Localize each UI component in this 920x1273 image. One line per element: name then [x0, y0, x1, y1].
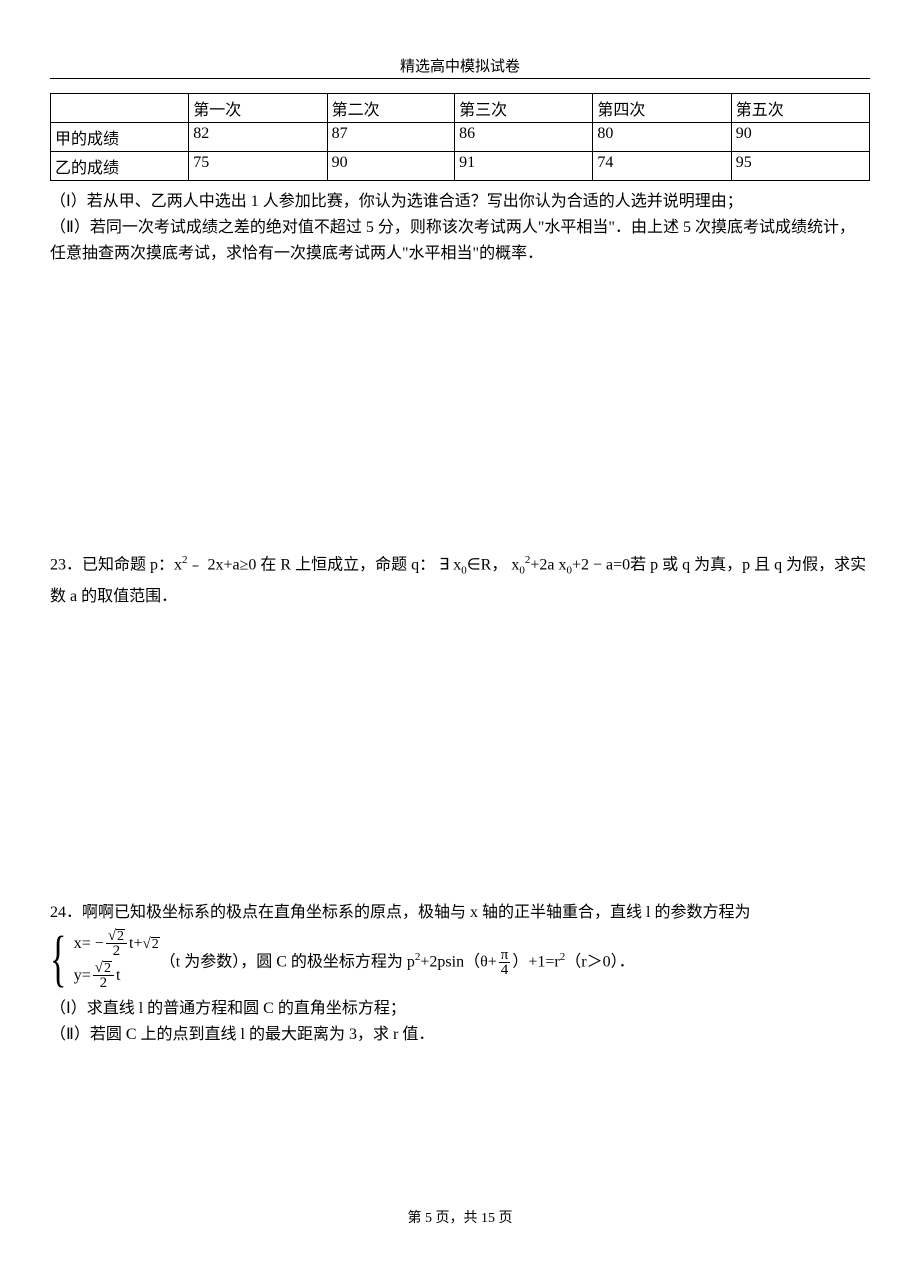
table-cell: 95: [731, 152, 869, 181]
table-cell: 第三次: [455, 94, 593, 123]
intro-line1: （Ⅰ）若从甲、乙两人中选出 1 人参加比赛，你认为选谁合适？写出你认为合适的人选…: [50, 189, 870, 215]
q24-text: （t 为参数），圆 C 的极坐标方程为 p: [160, 953, 415, 970]
q23-sub: 0: [519, 565, 525, 577]
fraction-pi4: π4: [499, 948, 511, 977]
question-24: 24．啊啊已知极坐标系的极点在直角坐标系的原点，极轴与 x 轴的正半轴重合，直线…: [50, 900, 870, 1048]
q23-text: 23．已知命题 p：x: [50, 556, 182, 573]
fraction: √2 2: [106, 929, 127, 958]
eq-y: y= √2 2 t: [74, 960, 160, 992]
fraction: √2 2: [93, 961, 114, 990]
table-cell: 80: [593, 123, 731, 152]
q24-part2: （Ⅱ）若圆 C 上的点到直线 l 的最大距离为 3，求 r 值．: [50, 1022, 870, 1048]
scores-table: 第一次 第二次 第三次 第四次 第五次 甲的成绩 82 87 86 80 90 …: [50, 93, 870, 181]
table-cell: 75: [189, 152, 327, 181]
q23-text: +2 − a=0: [572, 556, 630, 573]
q24-text: ）+1=r: [512, 953, 559, 970]
question-intro: （Ⅰ）若从甲、乙两人中选出 1 人参加比赛，你认为选谁合适？写出你认为合适的人选…: [50, 189, 870, 267]
q24-part1: （Ⅰ）求直线 l 的普通方程和圆 C 的直角坐标方程；: [50, 996, 870, 1022]
table-cell: 90: [327, 152, 455, 181]
footer-page: 5: [425, 1211, 432, 1226]
eq-text: x= −: [74, 935, 104, 953]
table-cell: 86: [455, 123, 593, 152]
table-cell: 第二次: [327, 94, 455, 123]
denominator: 2: [111, 944, 123, 958]
q23-text: +2a x: [530, 556, 566, 573]
table-cell: 90: [731, 123, 869, 152]
eq-text: y=: [74, 967, 91, 985]
q23-exists: ∃ x: [435, 556, 461, 573]
numerator: π: [499, 948, 511, 963]
header-title: 精选高中模拟试卷: [400, 59, 520, 75]
table-cell: 第五次: [731, 94, 869, 123]
page-header: 精选高中模拟试卷: [50, 55, 870, 76]
q24-line1: 24．啊啊已知极坐标系的极点在直角坐标系的原点，极轴与 x 轴的正半轴重合，直线…: [50, 900, 870, 926]
footer-text: 页，共: [432, 1211, 481, 1226]
table-cell: 第一次: [189, 94, 327, 123]
table-row: 第一次 第二次 第三次 第四次 第五次: [51, 94, 870, 123]
spacing: [50, 610, 870, 900]
footer-text: 第: [408, 1211, 426, 1226]
footer-text: 页: [495, 1211, 513, 1226]
sqrt: √2: [143, 937, 160, 951]
table-cell: 甲的成绩: [51, 123, 189, 152]
denominator: 2: [98, 976, 110, 990]
q24-text: +2psin（θ+: [420, 953, 496, 970]
eq-text: t: [116, 967, 120, 985]
table-cell: 91: [455, 152, 593, 181]
denominator: 4: [499, 963, 511, 977]
eq-text: t+: [129, 935, 142, 953]
equation-stack: x= − √2 2 t+ √2 y= √2 2: [74, 928, 160, 992]
sqrt: √2: [108, 929, 125, 943]
q23-text: ﹣ 2x+a≥0 在 R 上恒成立，命题 q：: [188, 556, 436, 573]
numerator: √2: [106, 929, 127, 944]
intro-line2: （Ⅱ）若同一次考试成绩之差的绝对值不超过 5 分，则称该次考试两人"水平相当"．…: [50, 215, 870, 267]
table-cell: [51, 94, 189, 123]
page-footer: 第 5 页，共 15 页: [0, 1207, 920, 1227]
left-brace: {: [50, 928, 66, 992]
question-23: 23．已知命题 p：x2﹣ 2x+a≥0 在 R 上恒成立，命题 q： ∃ x0…: [50, 547, 870, 610]
q23-text: ∈R， x: [467, 556, 520, 573]
footer-total: 15: [481, 1211, 495, 1226]
q24-equation-row: { x= − √2 2 t+ √2 y= √2: [50, 926, 870, 996]
parametric-equations: { x= − √2 2 t+ √2 y= √2: [50, 928, 160, 992]
table-cell: 82: [189, 123, 327, 152]
table-row: 甲的成绩 82 87 86 80 90: [51, 123, 870, 152]
table-cell: 74: [593, 152, 731, 181]
table-cell: 87: [327, 123, 455, 152]
q23-line: 23．已知命题 p：x2﹣ 2x+a≥0 在 R 上恒成立，命题 q： ∃ x0…: [50, 547, 870, 610]
table-cell: 乙的成绩: [51, 152, 189, 181]
header-underline: [50, 78, 870, 79]
table-row: 乙的成绩 75 90 91 74 95: [51, 152, 870, 181]
q24-text: （r＞0）．: [565, 953, 634, 970]
q24-after-param: （t 为参数），圆 C 的极坐标方程为 p2+2psin（θ+π4）+1=r2（…: [160, 944, 635, 977]
numerator: √2: [93, 961, 114, 976]
spacing: [50, 267, 870, 547]
table-cell: 第四次: [593, 94, 731, 123]
eq-x: x= − √2 2 t+ √2: [74, 928, 160, 960]
sqrt: √2: [95, 961, 112, 975]
